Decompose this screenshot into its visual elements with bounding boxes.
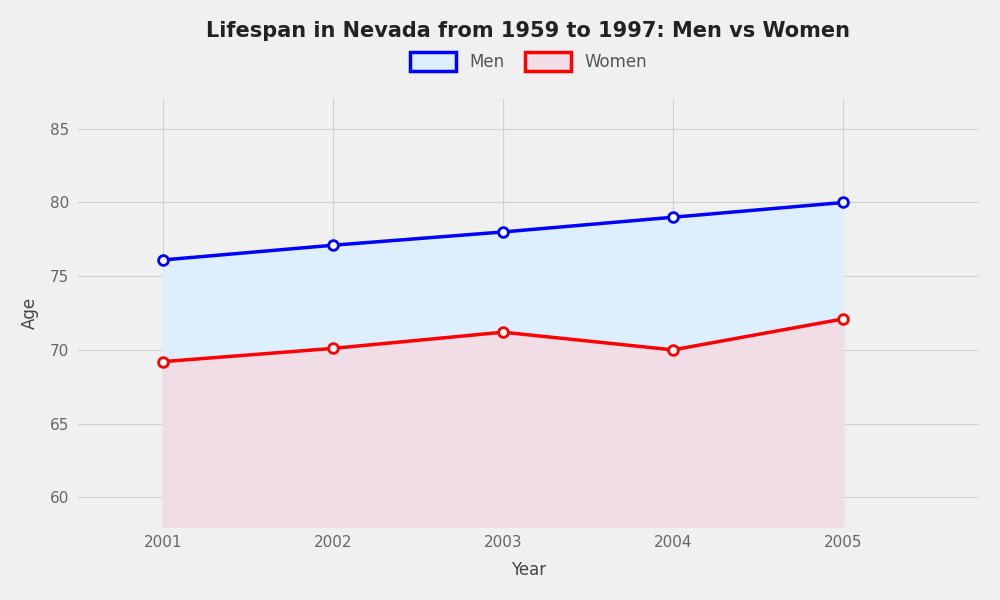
Legend: Men, Women: Men, Women — [410, 52, 647, 71]
Y-axis label: Age: Age — [21, 297, 39, 329]
Title: Lifespan in Nevada from 1959 to 1997: Men vs Women: Lifespan in Nevada from 1959 to 1997: Me… — [206, 21, 850, 41]
X-axis label: Year: Year — [511, 561, 546, 579]
